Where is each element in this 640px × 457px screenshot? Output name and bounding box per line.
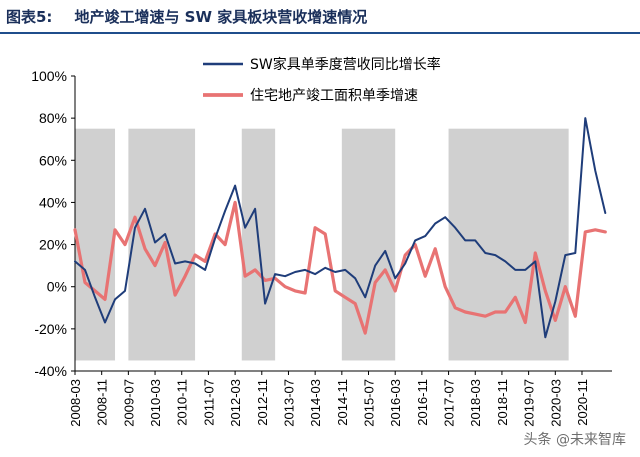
x-tick-label: 2009-07 [121,379,136,427]
shaded-period-4 [341,128,396,361]
x-tick-label: 2018-11 [495,379,510,426]
shaded-period-2 [128,128,196,361]
x-tick-label: 2008-11 [95,379,110,426]
x-tick-label: 2019-07 [522,379,537,427]
x-tick-label: 2016-03 [388,379,403,427]
figure-title-text: 地产竣工增速与 SW 家具板块营收增速情况 [74,8,368,26]
watermark: 头条 @未来智库 [523,432,626,448]
x-tick-label: 2010-03 [148,379,163,427]
x-tick-label: 2012-03 [228,379,243,427]
series-line-2 [73,200,607,335]
shaded-period-5 [448,128,569,361]
x-tick-label: 2010-11 [175,379,190,426]
y-tick-label: 100% [31,68,67,84]
figure-title: 图表5: 地产竣工增速与 SW 家具板块营收增速情况 [6,6,367,27]
y-tick-label: -40% [34,363,67,379]
x-tick-label: 2008-03 [68,379,83,427]
y-tick-label: -20% [34,321,67,337]
title-rule [0,32,640,34]
x-tick-label: 2011-07 [201,379,216,426]
y-tick-label: 20% [39,237,67,253]
y-tick-label: 0% [47,279,67,295]
x-tick-label: 2020-03 [548,379,563,427]
series-line-1 [74,117,607,339]
y-tick-label: 80% [39,110,67,126]
x-tick-label: 2020-11 [575,379,590,426]
x-tick-label: 2017-07 [442,379,457,427]
x-tick-label: 2018-03 [468,379,483,427]
x-tick-label: 2015-07 [362,379,377,427]
x-tick-label: 2013-07 [281,379,296,427]
x-tick-label: 2012-11 [255,379,270,426]
y-tick-label: 60% [39,152,67,168]
legend-label-2: 住宅地产竣工面积单季增速 [250,88,418,104]
x-tick-label: 2014-03 [308,379,323,427]
legend-label-1: SW家具单季度营收同比增长率 [250,56,441,73]
x-tick-label: 2014-11 [335,379,350,426]
shaded-period-1 [75,128,116,361]
figure-label: 图表5: [6,8,53,26]
x-tick-label: 2016-11 [415,379,430,426]
y-tick-label: 40% [39,194,67,210]
